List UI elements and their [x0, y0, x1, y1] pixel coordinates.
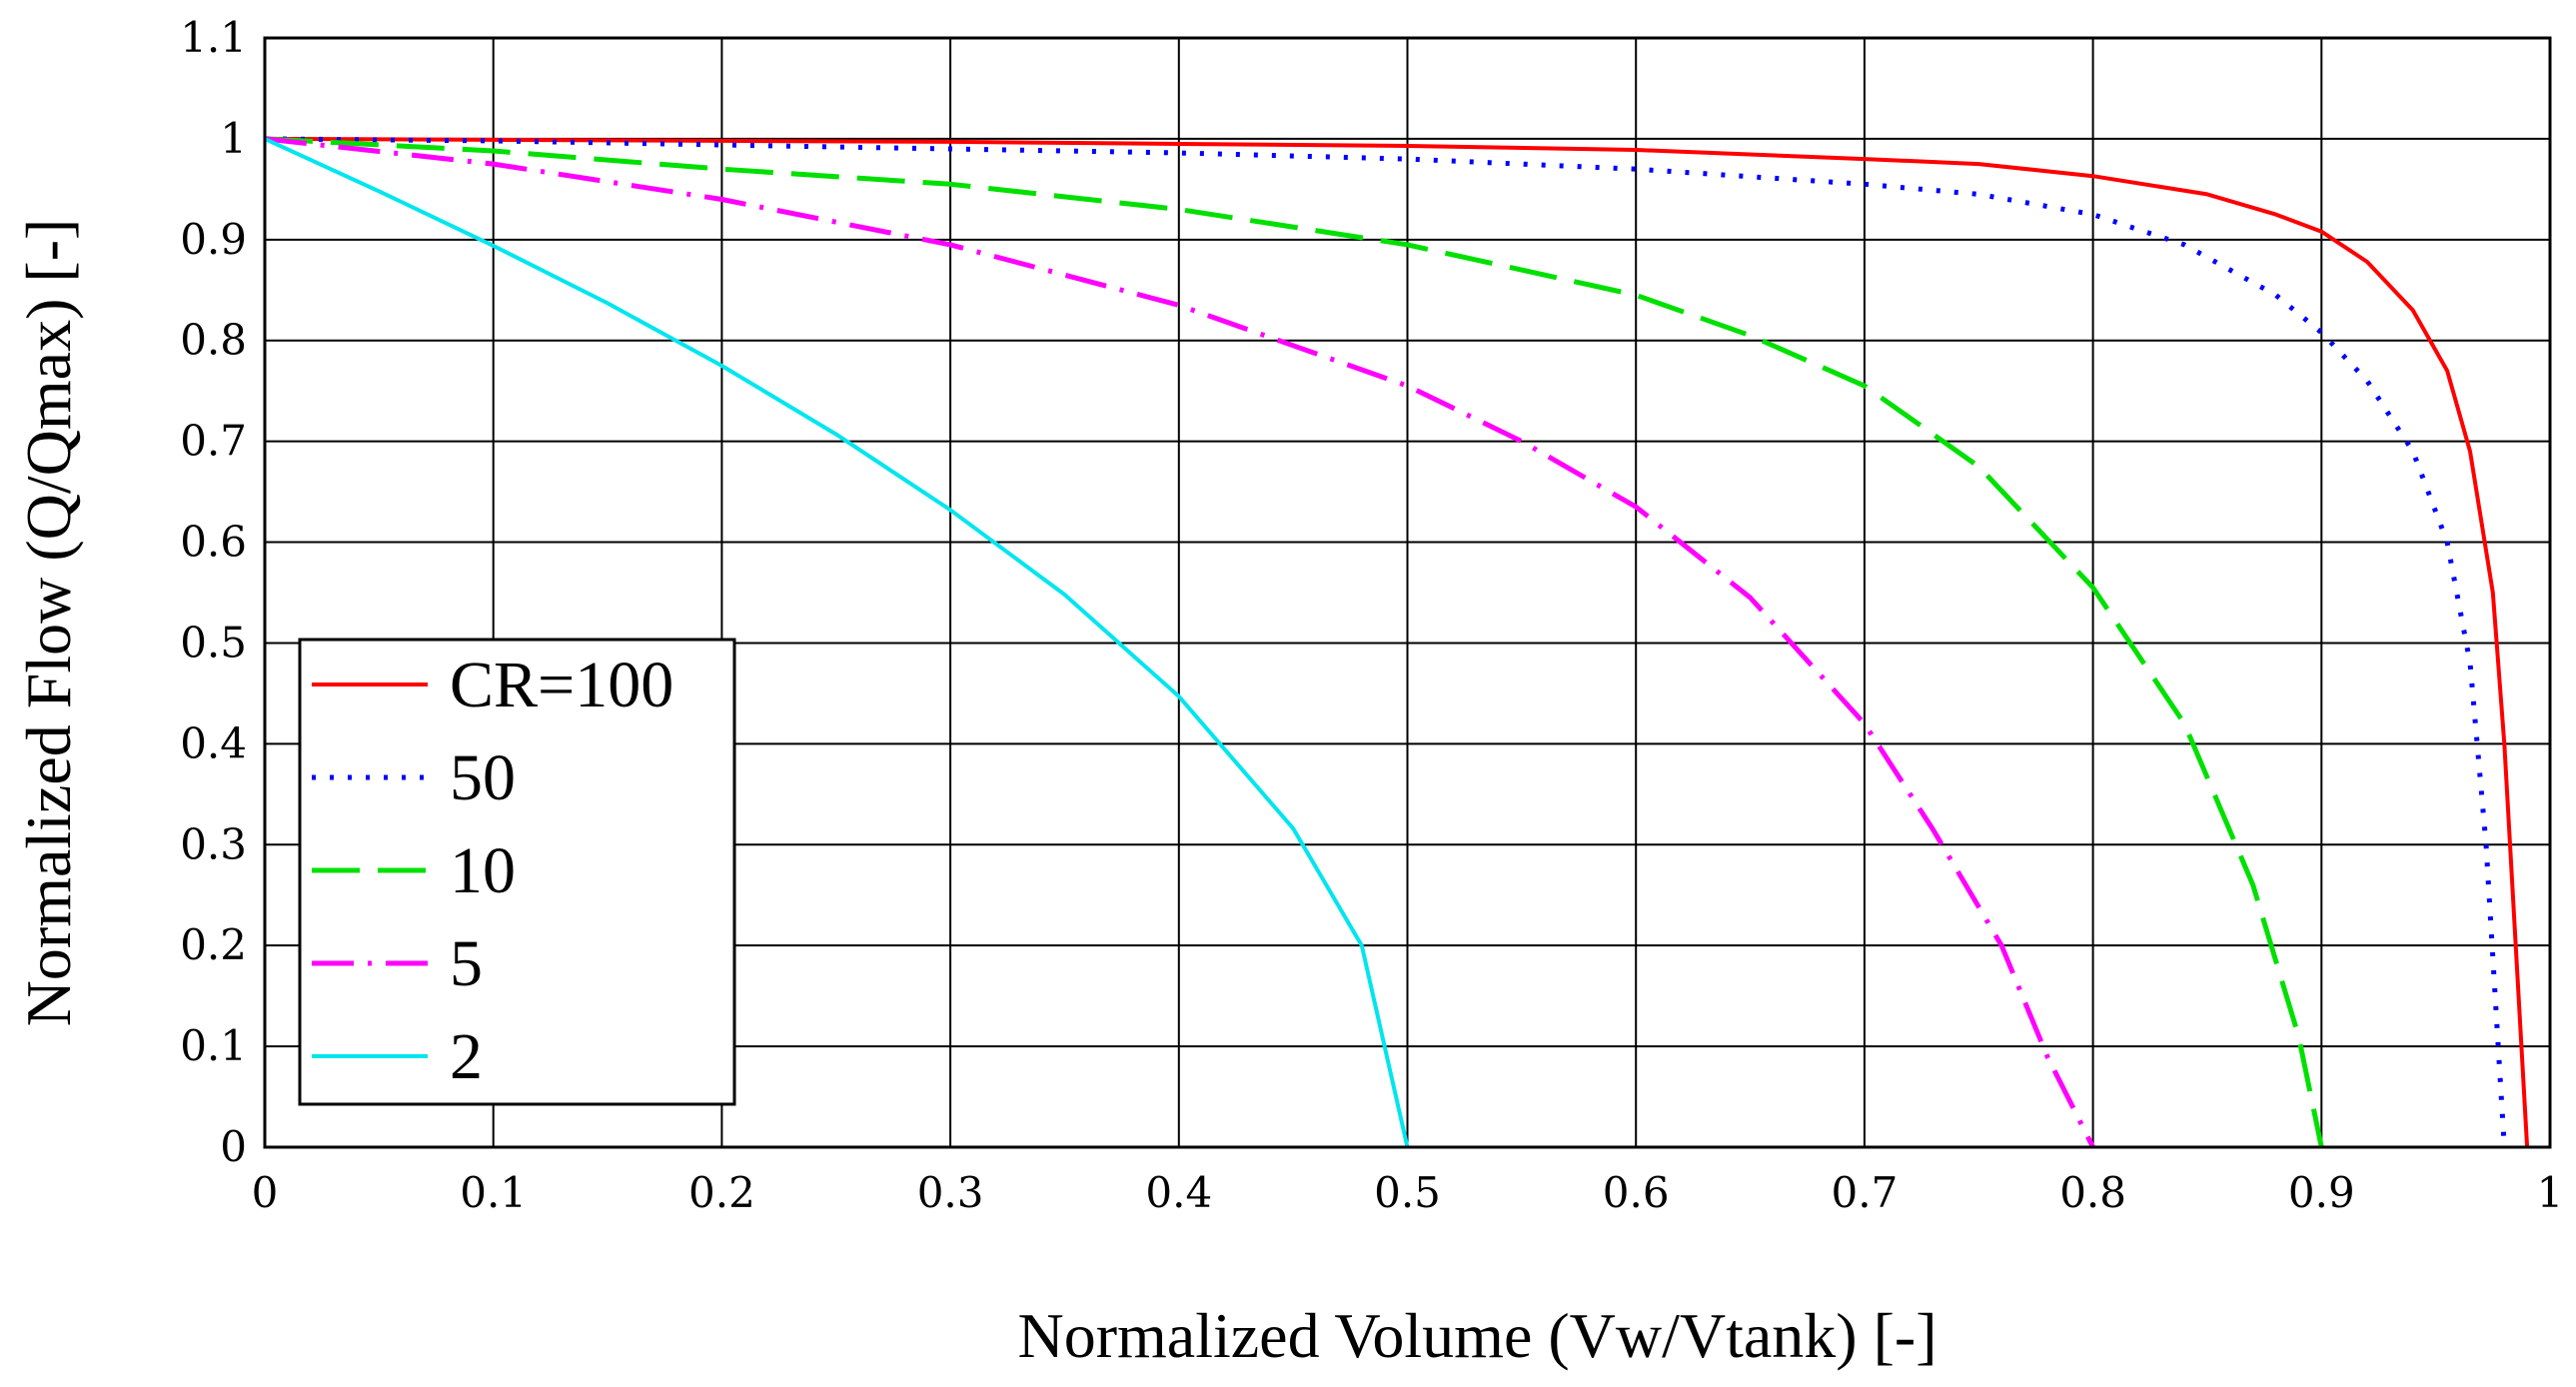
y-tick-label: 0.4	[180, 718, 247, 767]
y-tick-label: 0.6	[180, 518, 247, 567]
x-tick-label: 0.7	[1832, 1168, 1899, 1217]
x-tick-label: 0.2	[688, 1168, 755, 1217]
legend-label: CR=100	[450, 649, 673, 721]
y-tick-label: 0.2	[180, 920, 247, 969]
x-tick-label: 0	[252, 1168, 279, 1217]
series-line-1	[264, 136, 2530, 1148]
x-tick-label: 0.9	[2288, 1168, 2355, 1217]
y-tick-label: 0.9	[180, 215, 247, 264]
series-line-4	[264, 136, 2095, 1149]
legend-box	[298, 638, 736, 1106]
y-tick-label: 0	[220, 1122, 247, 1171]
x-tick-label: 0.5	[1374, 1168, 1441, 1217]
x-tick-label: 1	[2537, 1168, 2564, 1217]
x-tick-label: 0.3	[917, 1168, 984, 1217]
x-tick-label: 0.1	[460, 1168, 527, 1217]
series-line-5	[264, 137, 1410, 1148]
series-layer	[264, 136, 2530, 1149]
y-tick-label: 0.8	[180, 316, 247, 365]
legend-label: 2	[450, 1020, 483, 1093]
x-tick-label: 0.6	[1603, 1168, 1670, 1217]
y-axis-title: Normalized Flow (Q/Qmax) [-]	[13, 219, 84, 1027]
y-tick-labels: 0 0.1 0.2 0.3 0.4 0.5 0.6 0.7 0.8 0.9 1 1.1	[180, 13, 247, 1171]
x-axis-title: Normalized Volume (Vw/Vtank) [-]	[1017, 1300, 1936, 1371]
legend-label: 50	[450, 741, 516, 814]
y-tick-label: 1.1	[180, 13, 247, 62]
legend-label: 10	[450, 834, 516, 907]
x-tick-labels: 0 0.1 0.2 0.3 0.4 0.5 0.6 0.7 0.8 0.9 1	[252, 1168, 2564, 1217]
y-tick-label: 0.7	[180, 417, 247, 466]
y-tick-label: 0.1	[180, 1021, 247, 1070]
plot-frame	[263, 36, 2552, 1149]
series-line-3	[264, 136, 2324, 1148]
y-tick-label: 1	[220, 114, 247, 163]
y-tick-label: 0.5	[180, 618, 247, 667]
legend-label: 5	[450, 927, 483, 1000]
x-tick-label: 0.4	[1145, 1168, 1212, 1217]
x-tick-label: 0.8	[2059, 1168, 2126, 1217]
y-tick-label: 0.3	[180, 819, 247, 868]
legend: CR=100 50 10 5 2	[298, 638, 736, 1106]
